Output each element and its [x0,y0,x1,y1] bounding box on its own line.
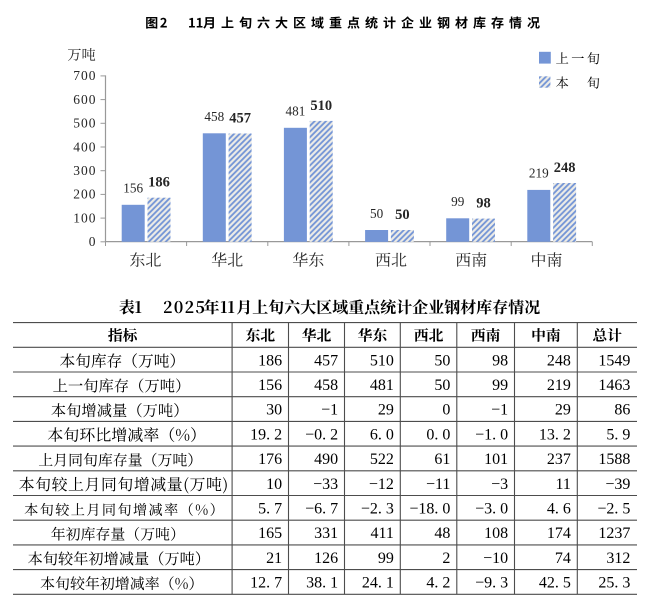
svg-text:42. 5: 42. 5 [539,575,571,592]
svg-text:25. 3: 25. 3 [598,575,630,592]
svg-text:0: 0 [89,234,97,249]
svg-text:1463: 1463 [598,377,630,394]
svg-text:522: 522 [370,451,394,468]
svg-text:219: 219 [547,377,571,394]
svg-text:−33: −33 [313,476,338,493]
svg-text:481: 481 [286,104,306,119]
svg-text:50: 50 [434,377,450,394]
svg-text:−18. 0: −18. 0 [409,501,450,518]
svg-text:510: 510 [310,98,332,114]
svg-text:−12: −12 [369,476,394,493]
svg-text:98: 98 [492,352,508,369]
svg-text:6. 0: 6. 0 [370,426,394,443]
svg-text:5. 7: 5. 7 [258,501,282,518]
svg-text:600: 600 [73,92,96,107]
svg-text:38. 1: 38. 1 [306,575,338,592]
svg-text:219: 219 [529,166,549,181]
svg-text:50: 50 [370,206,384,221]
svg-text:1588: 1588 [598,451,630,468]
svg-text:11: 11 [555,476,570,493]
svg-text:12. 7: 12. 7 [250,575,282,592]
svg-text:98: 98 [476,196,491,212]
svg-text:400: 400 [73,139,96,154]
svg-text:50: 50 [395,207,410,223]
svg-text:0: 0 [442,402,450,419]
svg-text:510: 510 [370,352,394,369]
svg-text:99: 99 [451,194,465,209]
svg-text:86: 86 [614,402,630,419]
svg-text:−1: −1 [321,402,338,419]
svg-text:176: 176 [258,451,282,468]
svg-text:300: 300 [73,163,96,178]
svg-text:5. 9: 5. 9 [606,426,630,443]
svg-text:−9. 3: −9. 3 [475,575,508,592]
svg-text:10: 10 [266,476,282,493]
svg-text:29: 29 [378,402,394,419]
svg-text:−2. 5: −2. 5 [597,501,630,518]
svg-text:165: 165 [258,525,282,542]
svg-text:156: 156 [123,181,143,196]
svg-text:24. 1: 24. 1 [362,575,394,592]
svg-text:13. 2: 13. 2 [539,426,571,443]
svg-text:331: 331 [314,525,338,542]
svg-text:186: 186 [148,175,170,191]
svg-text:500: 500 [73,116,96,131]
svg-text:458: 458 [314,377,338,394]
svg-text:30: 30 [266,402,282,419]
svg-text:−2. 3: −2. 3 [361,501,394,518]
svg-text:126: 126 [314,550,338,567]
svg-text:100: 100 [73,210,96,225]
svg-text:481: 481 [370,377,394,394]
svg-text:19. 2: 19. 2 [250,426,282,443]
svg-text:−39: −39 [605,476,630,493]
svg-text:29: 29 [555,402,571,419]
svg-text:700: 700 [73,68,96,83]
svg-text:74: 74 [555,550,571,567]
svg-text:−1: −1 [491,402,508,419]
svg-text:200: 200 [73,187,96,202]
svg-text:457: 457 [314,352,338,369]
svg-text:4. 2: 4. 2 [426,575,450,592]
svg-text:99: 99 [378,550,394,567]
svg-text:−3. 0: −3. 0 [475,501,508,518]
svg-text:186: 186 [258,352,282,369]
svg-text:457: 457 [229,111,251,127]
svg-text:4. 6: 4. 6 [547,501,571,518]
svg-text:−1. 0: −1. 0 [475,426,508,443]
svg-text:−3: −3 [491,476,508,493]
svg-text:−11: −11 [426,476,450,493]
svg-text:50: 50 [434,352,450,369]
svg-text:248: 248 [547,352,571,369]
svg-text:156: 156 [258,377,282,394]
svg-text:99: 99 [492,377,508,394]
svg-text:1237: 1237 [598,525,630,542]
svg-text:−6. 7: −6. 7 [305,501,338,518]
svg-text:411: 411 [370,525,393,542]
svg-text:0. 0: 0. 0 [426,426,450,443]
svg-text:2: 2 [442,550,450,567]
svg-text:490: 490 [314,451,338,468]
svg-text:61: 61 [434,451,450,468]
svg-text:237: 237 [547,451,571,468]
svg-text:1549: 1549 [598,352,630,369]
svg-text:458: 458 [204,109,224,124]
svg-text:101: 101 [484,451,508,468]
svg-text:108: 108 [484,525,508,542]
svg-text:48: 48 [434,525,450,542]
svg-text:−0. 2: −0. 2 [305,426,338,443]
svg-text:312: 312 [606,550,630,567]
svg-text:174: 174 [547,525,571,542]
svg-text:−10: −10 [483,550,508,567]
svg-text:248: 248 [554,160,576,176]
svg-text:21: 21 [266,550,282,567]
